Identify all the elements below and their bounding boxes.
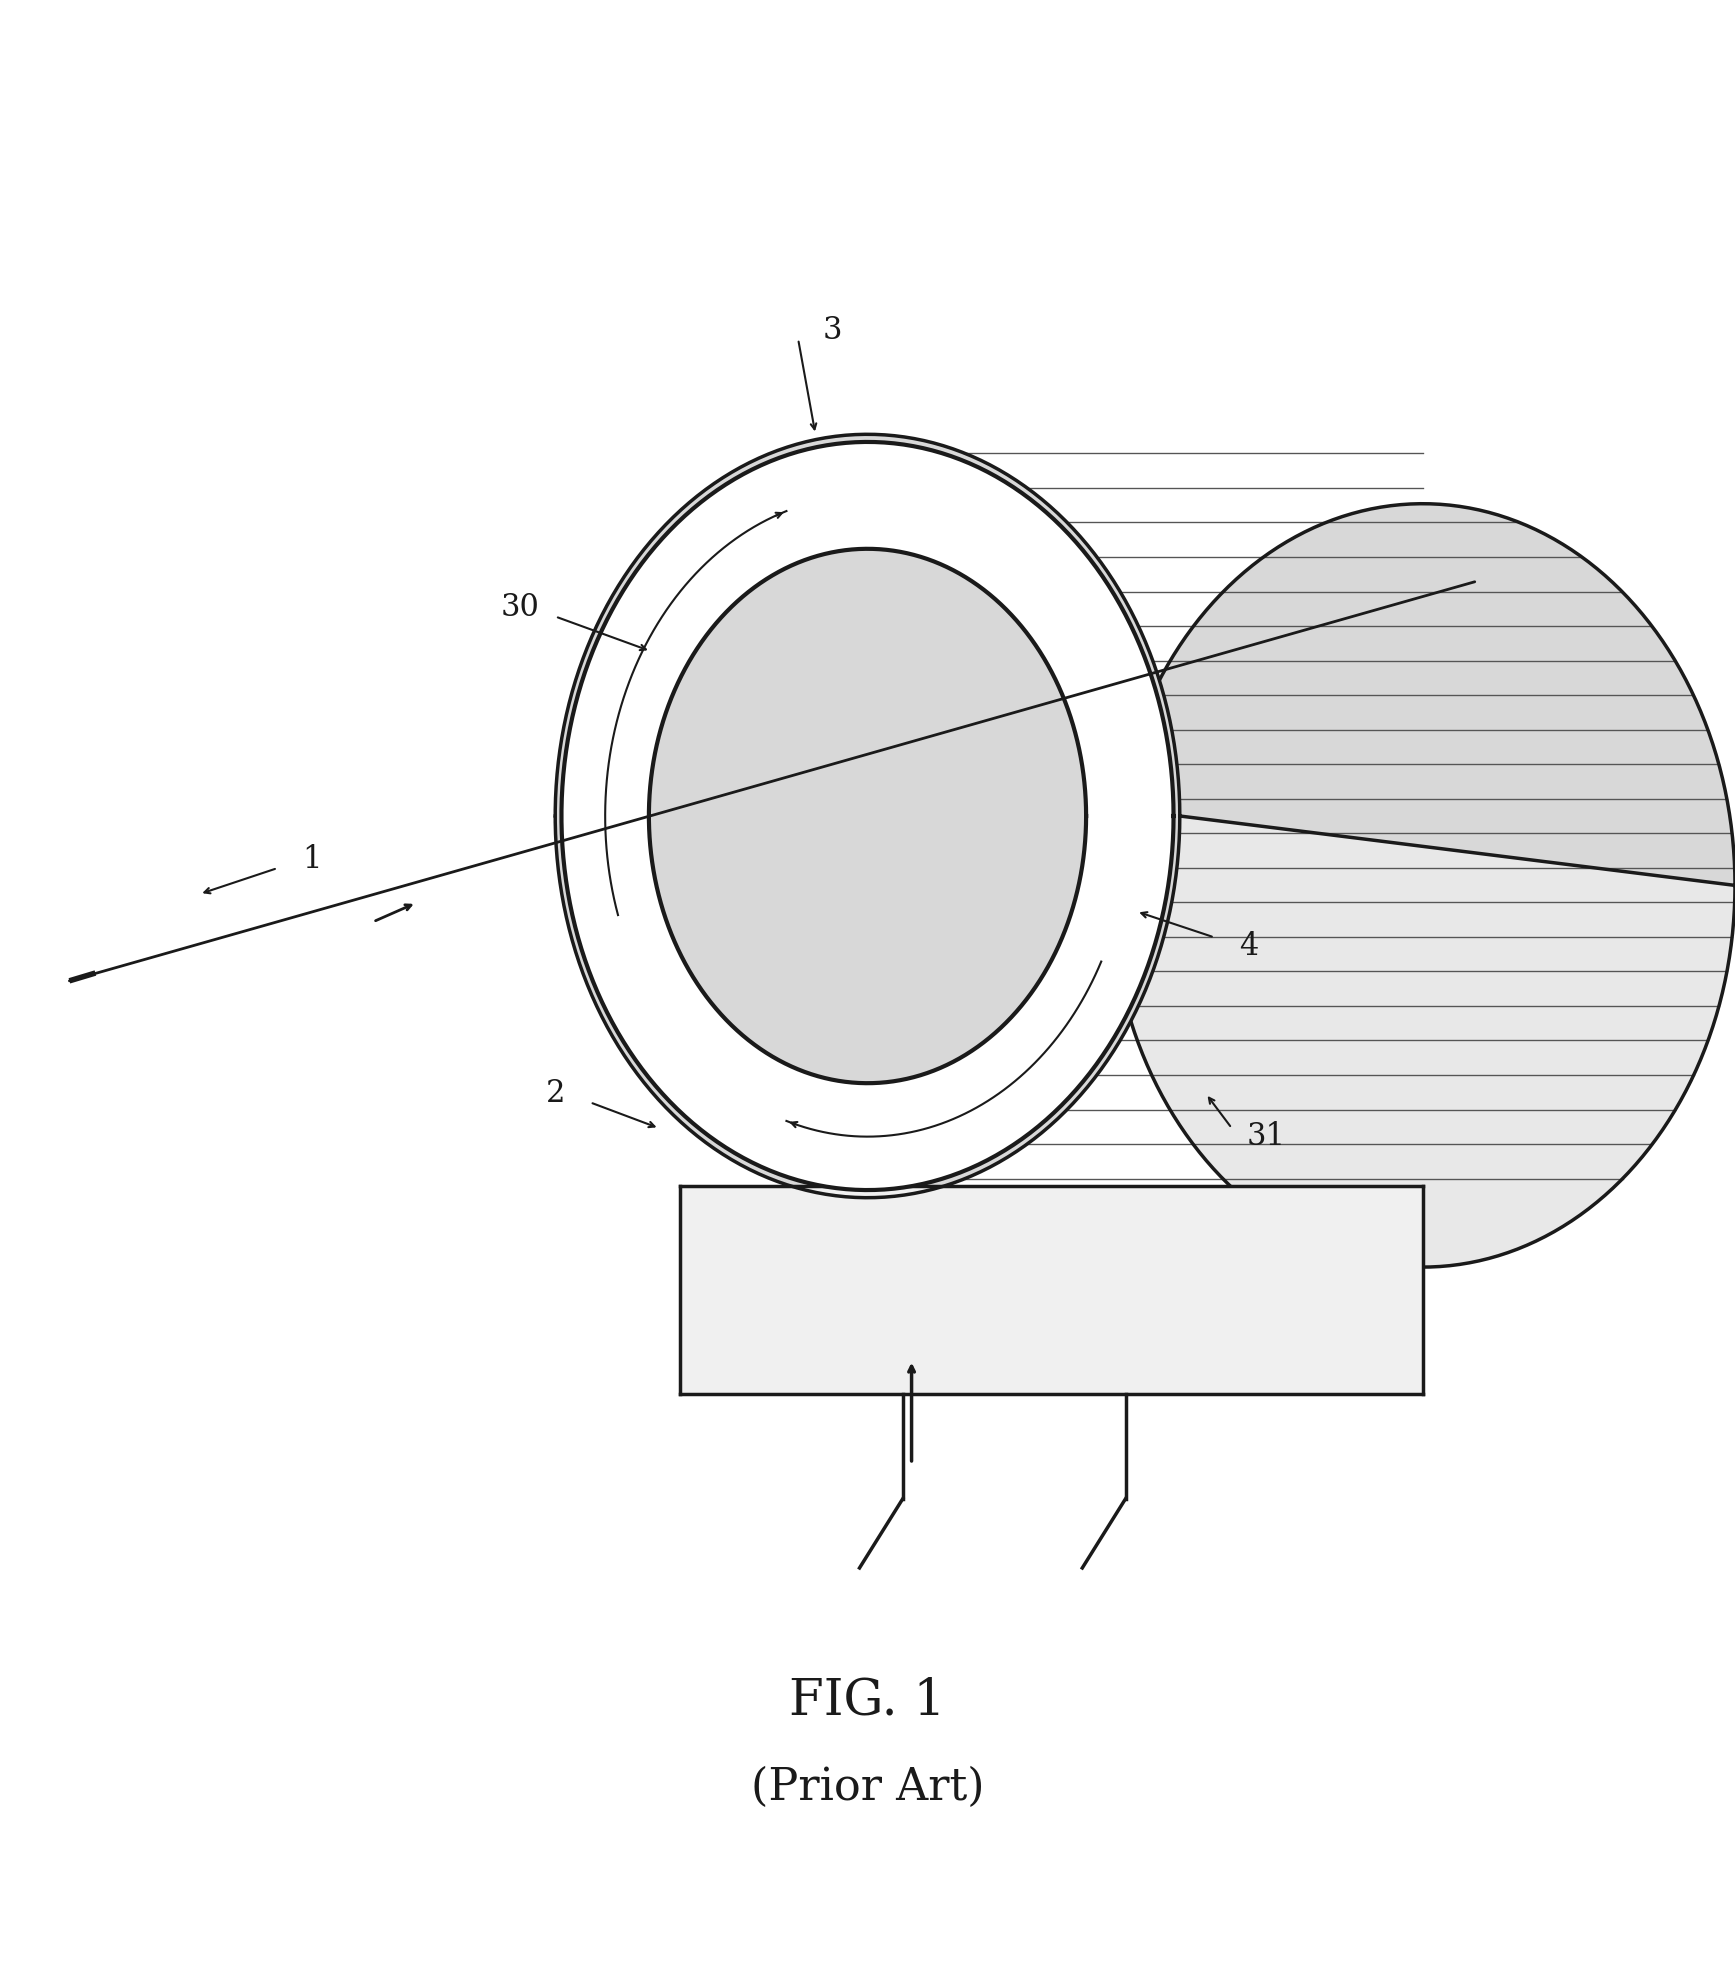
Polygon shape [562, 441, 1173, 1189]
Text: 4: 4 [1239, 930, 1260, 962]
Polygon shape [680, 1185, 1423, 1395]
Text: 1: 1 [302, 843, 323, 875]
Text: 3: 3 [822, 315, 843, 346]
Text: 2: 2 [545, 1079, 566, 1108]
Text: FIG. 1: FIG. 1 [789, 1676, 946, 1726]
Text: 31: 31 [1247, 1122, 1286, 1152]
Text: 30: 30 [501, 592, 540, 623]
Polygon shape [1110, 505, 1735, 1267]
Text: (Prior Art): (Prior Art) [751, 1765, 984, 1809]
Polygon shape [555, 433, 1180, 1197]
Polygon shape [555, 433, 1735, 885]
